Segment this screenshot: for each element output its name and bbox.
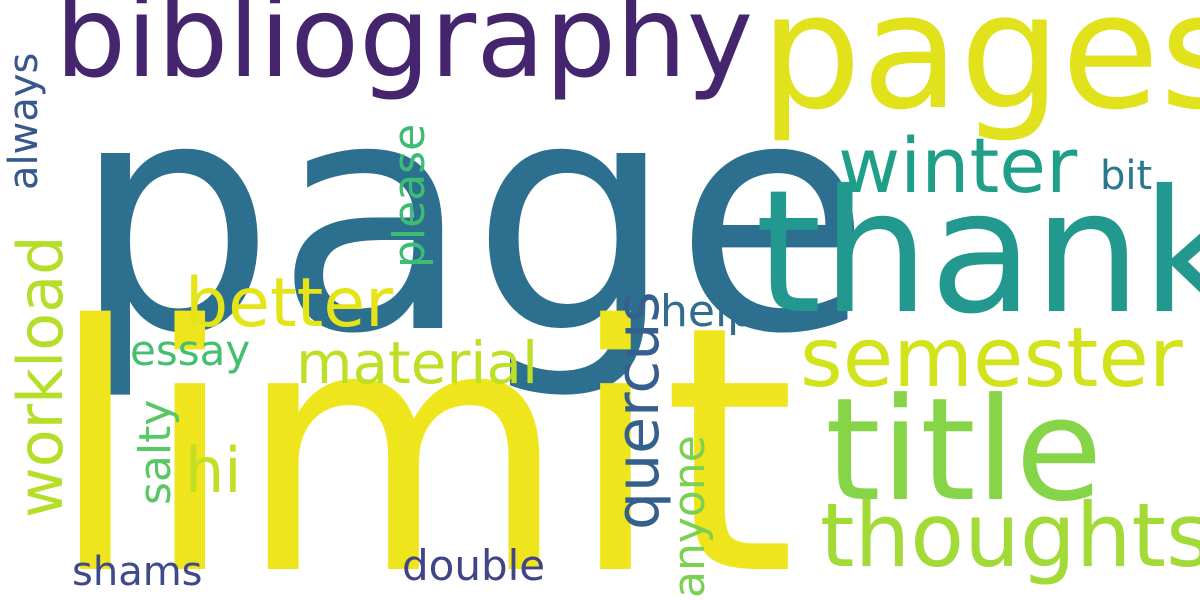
word-quercus: quercus: [603, 291, 673, 530]
word-limit: limit: [48, 254, 796, 600]
word-semester: semester: [800, 311, 1183, 406]
word-anyone: anyone: [664, 435, 715, 598]
word-page: page: [72, 32, 872, 404]
word-salty: salty: [130, 399, 181, 505]
word-help: help: [660, 286, 756, 337]
word-always: always: [1, 52, 47, 190]
word-hi: hi: [185, 434, 242, 507]
word-bibliography: bibliography: [55, 0, 754, 103]
word-thoughts: thoughts: [820, 484, 1200, 587]
word-workload: workload: [4, 235, 77, 518]
word-title: title: [825, 368, 1103, 533]
word-winter: winter: [838, 121, 1078, 210]
word-pages: pages: [760, 0, 1200, 145]
word-shams: shams: [72, 549, 203, 595]
word-better: better: [185, 264, 394, 343]
word-material: material: [296, 329, 539, 397]
word-bit: bit: [1100, 153, 1153, 199]
word-essay: essay: [130, 326, 251, 375]
word-please: please: [384, 123, 435, 268]
word-thank: thank: [755, 154, 1200, 352]
word-double: double: [402, 541, 546, 590]
